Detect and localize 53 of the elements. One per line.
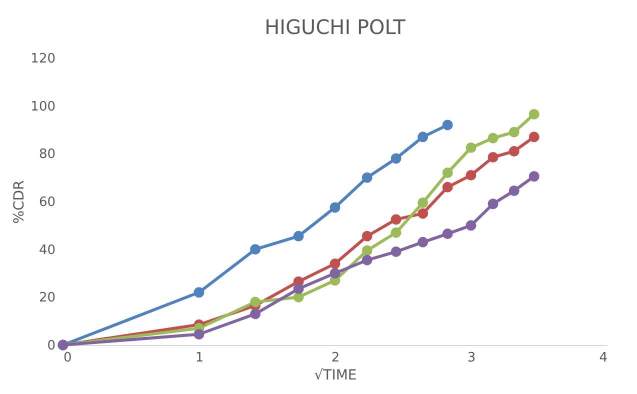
y-tick-label: 60 bbox=[38, 195, 56, 210]
x-tick-label: 4 bbox=[599, 350, 608, 366]
point bbox=[362, 230, 372, 242]
point bbox=[442, 182, 453, 192]
point bbox=[418, 197, 428, 208]
y-tick-label: 100 bbox=[30, 99, 56, 114]
point bbox=[528, 108, 540, 120]
point bbox=[362, 172, 372, 183]
point bbox=[390, 153, 402, 164]
point bbox=[330, 258, 340, 269]
point bbox=[508, 186, 520, 196]
point bbox=[466, 220, 476, 231]
point bbox=[488, 152, 498, 162]
point bbox=[508, 146, 520, 157]
point bbox=[293, 284, 304, 294]
chart-title: HIGUCHI POLT bbox=[264, 15, 406, 39]
y-tick-label: 80 bbox=[38, 147, 56, 162]
y-tick-label: 120 bbox=[30, 52, 56, 66]
point bbox=[508, 126, 520, 138]
point bbox=[194, 287, 204, 298]
point bbox=[390, 246, 402, 257]
point bbox=[250, 308, 261, 320]
x-tick-label: 3 bbox=[467, 350, 476, 366]
point bbox=[418, 236, 428, 248]
x-tick-label: 2 bbox=[331, 350, 340, 366]
y-tick-label: 0 bbox=[47, 338, 56, 354]
x-tick-label: 1 bbox=[195, 350, 204, 366]
point bbox=[466, 142, 476, 153]
point bbox=[442, 120, 453, 130]
point bbox=[250, 244, 261, 255]
point bbox=[418, 208, 428, 219]
point bbox=[293, 230, 304, 242]
point bbox=[194, 329, 204, 340]
point bbox=[330, 268, 340, 278]
point bbox=[330, 202, 340, 213]
point bbox=[362, 245, 372, 256]
point bbox=[466, 170, 476, 180]
point bbox=[250, 296, 261, 308]
point bbox=[528, 132, 540, 142]
point bbox=[418, 132, 428, 142]
y-axis-title: %CDR bbox=[12, 180, 28, 224]
point bbox=[442, 168, 453, 178]
x-tick-label: 0 bbox=[64, 350, 72, 366]
point bbox=[488, 198, 498, 210]
point bbox=[528, 171, 540, 182]
point bbox=[442, 228, 453, 240]
x-axis-title: √TIME bbox=[314, 368, 357, 384]
y-tick-label: 40 bbox=[38, 242, 56, 258]
y-tick-label: 20 bbox=[38, 290, 56, 306]
point bbox=[390, 227, 402, 238]
point bbox=[488, 132, 498, 144]
point bbox=[362, 254, 372, 266]
point bbox=[390, 214, 402, 225]
